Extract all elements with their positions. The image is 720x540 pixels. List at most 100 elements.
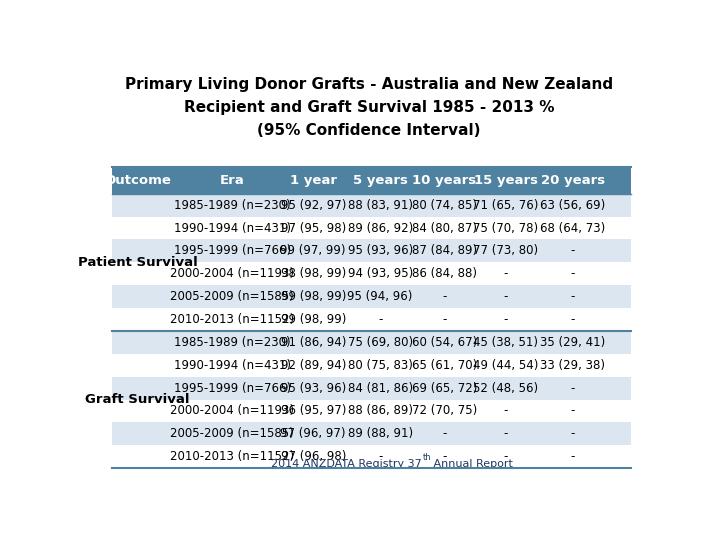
Text: 94 (93, 95): 94 (93, 95): [348, 267, 413, 280]
Text: 2005-2009 (n=1585): 2005-2009 (n=1585): [171, 427, 294, 440]
Text: 96 (95, 97): 96 (95, 97): [281, 404, 346, 417]
Text: th: th: [423, 453, 432, 462]
Text: 72 (70, 75): 72 (70, 75): [412, 404, 477, 417]
Text: 84 (81, 86): 84 (81, 86): [348, 382, 413, 395]
Text: 2010-2013 (n=1152): 2010-2013 (n=1152): [170, 450, 294, 463]
Text: 68 (64, 73): 68 (64, 73): [540, 221, 606, 234]
Text: 97 (95, 98): 97 (95, 98): [281, 221, 346, 234]
Text: 95 (92, 97): 95 (92, 97): [281, 199, 346, 212]
Text: 60 (54, 67): 60 (54, 67): [412, 336, 477, 349]
Text: -: -: [378, 313, 382, 326]
Text: 98 (98, 99): 98 (98, 99): [281, 267, 346, 280]
Text: Graft Survival: Graft Survival: [85, 393, 189, 406]
Text: Era: Era: [220, 174, 245, 187]
Text: 2005-2009 (n=1585): 2005-2009 (n=1585): [171, 290, 294, 303]
Text: Primary Living Donor Grafts - Australia and New Zealand: Primary Living Donor Grafts - Australia …: [125, 77, 613, 92]
Text: 80 (75, 83): 80 (75, 83): [348, 359, 413, 372]
Text: 63 (56, 69): 63 (56, 69): [540, 199, 606, 212]
Text: 91 (86, 94): 91 (86, 94): [281, 336, 346, 349]
Text: 75 (70, 78): 75 (70, 78): [473, 221, 539, 234]
Text: 95 (93, 96): 95 (93, 96): [281, 382, 346, 395]
Bar: [112, 400, 631, 422]
Text: 35 (29, 41): 35 (29, 41): [540, 336, 606, 349]
Bar: [112, 217, 631, 239]
Text: -: -: [378, 450, 382, 463]
Bar: [112, 285, 631, 308]
Text: 97 (96, 97): 97 (96, 97): [281, 427, 346, 440]
Text: -: -: [442, 290, 446, 303]
Text: -: -: [570, 382, 575, 395]
Text: 20 years: 20 years: [541, 174, 605, 187]
Text: 49 (44, 54): 49 (44, 54): [473, 359, 539, 372]
Text: (95% Confidence Interval): (95% Confidence Interval): [257, 123, 481, 138]
Text: 87 (84, 89): 87 (84, 89): [412, 245, 477, 258]
Text: Patient Survival: Patient Survival: [78, 256, 197, 269]
Text: -: -: [570, 313, 575, 326]
Text: 45 (38, 51): 45 (38, 51): [473, 336, 539, 349]
Text: 97 (96, 98): 97 (96, 98): [281, 450, 346, 463]
Text: -: -: [503, 290, 508, 303]
Text: 95 (93, 96): 95 (93, 96): [348, 245, 413, 258]
Text: 33 (29, 38): 33 (29, 38): [540, 359, 606, 372]
Text: -: -: [442, 313, 446, 326]
Text: -: -: [570, 427, 575, 440]
Bar: [112, 167, 631, 194]
Bar: [112, 446, 631, 468]
Bar: [112, 308, 631, 331]
Text: -: -: [503, 313, 508, 326]
Text: 2000-2004 (n=1193): 2000-2004 (n=1193): [171, 404, 294, 417]
Text: Recipient and Graft Survival 1985 - 2013 %: Recipient and Graft Survival 1985 - 2013…: [184, 100, 554, 115]
Text: 99 (97, 99): 99 (97, 99): [281, 245, 346, 258]
Text: -: -: [570, 404, 575, 417]
Text: 88 (86, 89): 88 (86, 89): [348, 404, 413, 417]
Text: -: -: [442, 450, 446, 463]
Text: 2010-2013 (n=1152): 2010-2013 (n=1152): [170, 313, 294, 326]
Text: 75 (69, 80): 75 (69, 80): [348, 336, 413, 349]
Text: 77 (73, 80): 77 (73, 80): [473, 245, 539, 258]
Text: 92 (89, 94): 92 (89, 94): [281, 359, 346, 372]
Text: 89 (88, 91): 89 (88, 91): [348, 427, 413, 440]
Text: 86 (84, 88): 86 (84, 88): [412, 267, 477, 280]
Text: -: -: [570, 290, 575, 303]
Text: 1995-1999 (n=766): 1995-1999 (n=766): [174, 382, 291, 395]
Text: Outcome: Outcome: [104, 174, 171, 187]
Text: -: -: [442, 427, 446, 440]
Text: -: -: [503, 267, 508, 280]
Text: -: -: [570, 245, 575, 258]
Text: 2014 ANZDATA Registry 37: 2014 ANZDATA Registry 37: [271, 459, 422, 469]
Bar: [112, 354, 631, 377]
Text: 1995-1999 (n=766): 1995-1999 (n=766): [174, 245, 291, 258]
Text: 84 (80, 87): 84 (80, 87): [412, 221, 477, 234]
Text: 88 (83, 91): 88 (83, 91): [348, 199, 413, 212]
Text: 99 (98, 99): 99 (98, 99): [281, 313, 346, 326]
Bar: [112, 239, 631, 262]
Text: 71 (65, 76): 71 (65, 76): [473, 199, 539, 212]
Bar: [112, 422, 631, 446]
Text: 65 (61, 70): 65 (61, 70): [412, 359, 477, 372]
Bar: [112, 194, 631, 217]
Text: 89 (86, 92): 89 (86, 92): [348, 221, 413, 234]
Text: 1 year: 1 year: [289, 174, 337, 187]
Text: -: -: [503, 427, 508, 440]
Bar: [112, 262, 631, 285]
Text: -: -: [503, 450, 508, 463]
Text: 1990-1994 (n=431): 1990-1994 (n=431): [174, 359, 291, 372]
Text: Annual Report: Annual Report: [431, 459, 513, 469]
Text: 95 (94, 96): 95 (94, 96): [348, 290, 413, 303]
Text: 2000-2004 (n=1193): 2000-2004 (n=1193): [171, 267, 294, 280]
Text: 1990-1994 (n=431): 1990-1994 (n=431): [174, 221, 291, 234]
Text: 15 years: 15 years: [474, 174, 538, 187]
Text: 10 years: 10 years: [413, 174, 477, 187]
Text: 1985-1989 (n=230): 1985-1989 (n=230): [174, 199, 291, 212]
Bar: [112, 377, 631, 400]
Text: 5 years: 5 years: [353, 174, 408, 187]
Text: -: -: [503, 404, 508, 417]
Text: 69 (65, 72): 69 (65, 72): [412, 382, 477, 395]
Text: 1985-1989 (n=230): 1985-1989 (n=230): [174, 336, 291, 349]
Text: 52 (48, 56): 52 (48, 56): [473, 382, 539, 395]
Bar: [112, 331, 631, 354]
Text: 99 (98, 99): 99 (98, 99): [281, 290, 346, 303]
Text: 80 (74, 85): 80 (74, 85): [412, 199, 477, 212]
Text: -: -: [570, 450, 575, 463]
Text: -: -: [570, 267, 575, 280]
